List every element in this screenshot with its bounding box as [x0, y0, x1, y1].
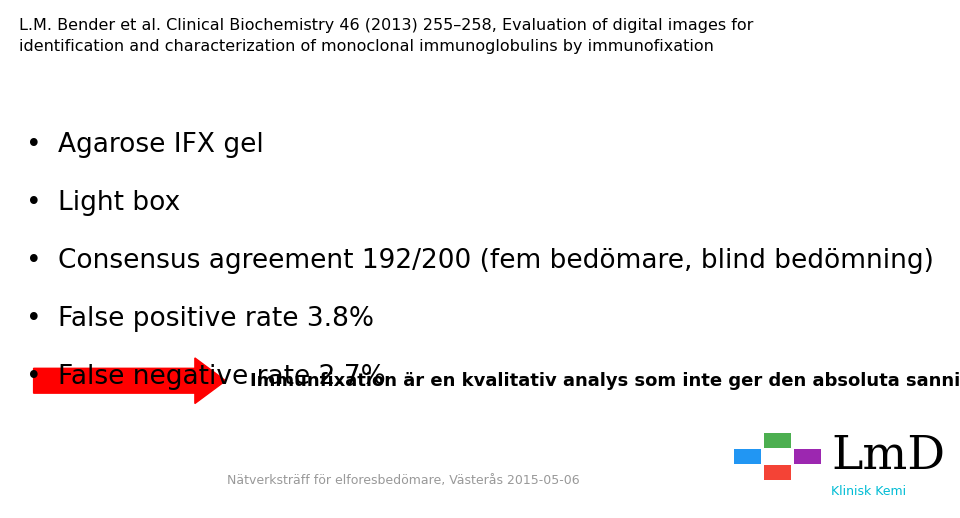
Text: Light box: Light box: [58, 190, 180, 216]
Text: Immunfixation är en kvalitativ analys som inte ger den absoluta sanningen: Immunfixation är en kvalitativ analys so…: [250, 372, 960, 390]
Text: Klinisk Kemi: Klinisk Kemi: [831, 485, 906, 498]
Text: LmD: LmD: [831, 434, 946, 479]
Text: L.M. Bender et al. Clinical Biochemistry 46 (2013) 255–258, Evaluation of digita: L.M. Bender et al. Clinical Biochemistry…: [19, 18, 754, 53]
Text: Nätverksträff för elforesbedömare, Västerås 2015-05-06: Nätverksträff för elforesbedömare, Väste…: [227, 474, 580, 487]
Text: •: •: [26, 364, 41, 390]
Bar: [734, 449, 761, 464]
Text: •: •: [26, 248, 41, 274]
Text: •: •: [26, 190, 41, 216]
Text: False positive rate 3.8%: False positive rate 3.8%: [58, 306, 373, 332]
Bar: [794, 449, 821, 464]
Text: •: •: [26, 132, 41, 158]
Bar: [764, 433, 791, 448]
Text: •: •: [26, 306, 41, 332]
FancyArrow shape: [34, 358, 226, 404]
Bar: [764, 465, 791, 480]
Text: False negative rate 2.7%: False negative rate 2.7%: [58, 364, 385, 390]
Text: Agarose IFX gel: Agarose IFX gel: [58, 132, 263, 158]
Text: Consensus agreement 192/200 (fem bedömare, blind bedömning): Consensus agreement 192/200 (fem bedömar…: [58, 248, 933, 274]
